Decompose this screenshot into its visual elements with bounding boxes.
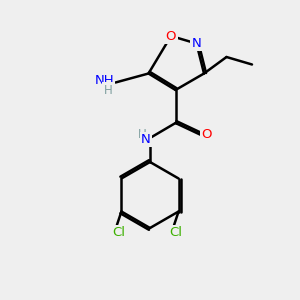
Text: Cl: Cl <box>169 226 182 239</box>
Text: N: N <box>192 37 201 50</box>
Text: Cl: Cl <box>112 226 125 239</box>
Text: H: H <box>138 128 147 142</box>
Text: O: O <box>166 29 176 43</box>
Text: NH: NH <box>94 74 114 88</box>
Text: O: O <box>202 128 212 142</box>
Text: N: N <box>141 133 151 146</box>
Text: H: H <box>103 83 112 97</box>
